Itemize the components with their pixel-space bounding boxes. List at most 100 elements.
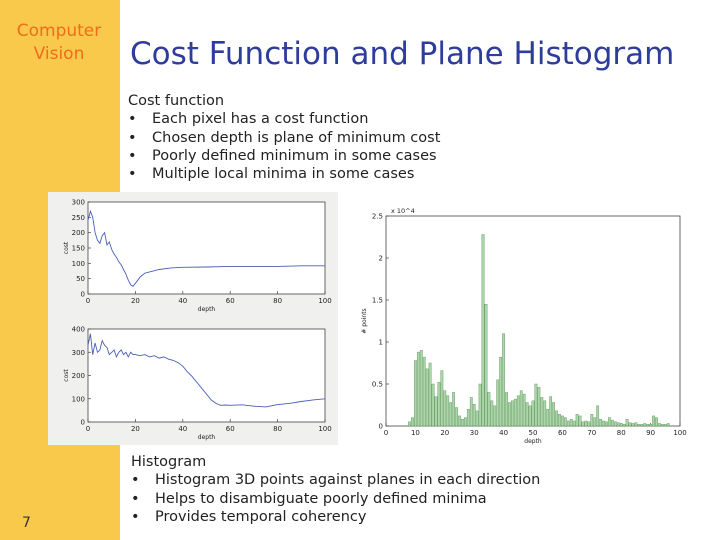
y-tick-label: 150 — [72, 245, 85, 253]
histogram-bar — [596, 405, 600, 427]
histogram-bar — [431, 383, 435, 427]
bullet-item: Chosen depth is plane of minimum cost — [128, 129, 440, 148]
histogram-bar — [575, 414, 579, 427]
histogram-bar — [625, 419, 629, 427]
histogram-bar — [434, 396, 438, 427]
x-tick-label: 100 — [318, 297, 331, 305]
histogram-bar — [605, 421, 608, 427]
histogram-bar — [519, 390, 523, 427]
histogram-bar — [437, 382, 441, 427]
histogram-section: Histogram Histogram 3D points against pl… — [131, 453, 540, 526]
histogram-bar — [475, 410, 479, 427]
x-tick-label: 40 — [178, 297, 187, 305]
y-axis-label: cost — [63, 241, 70, 254]
y-tick-label: 100 — [72, 395, 85, 403]
x-tick-label: 60 — [558, 429, 567, 437]
plot-area — [385, 215, 681, 427]
histogram-bar — [666, 423, 670, 427]
x-tick-label: 100 — [318, 425, 331, 433]
y-tick-label: 1.5 — [372, 297, 383, 305]
y-tick-label: 2.5 — [372, 213, 383, 221]
histogram-bar — [522, 393, 526, 427]
x-tick-label: 70 — [587, 429, 596, 437]
histogram-bar — [458, 415, 461, 427]
histogram-bar — [472, 403, 476, 427]
histogram-bar — [649, 424, 652, 427]
section-heading: Cost function — [128, 93, 225, 109]
histogram-bar — [411, 417, 414, 427]
y-tick-label: 0 — [379, 423, 383, 431]
y-tick-label: 300 — [72, 199, 85, 207]
y-tick-label: 250 — [72, 214, 85, 222]
bullet-item: Helps to disambiguate poorly defined min… — [131, 490, 540, 509]
histogram-bar — [540, 397, 544, 427]
histogram-bar — [419, 350, 423, 427]
histogram-bar — [416, 351, 420, 427]
bullet-item: Multiple local minima in some cases — [128, 165, 440, 184]
histogram-bar — [569, 419, 573, 427]
histogram-bar — [478, 383, 482, 427]
histogram-bar — [428, 362, 432, 427]
histogram-bar — [484, 303, 488, 427]
histogram-bar — [537, 387, 541, 427]
histogram-bar — [422, 356, 426, 427]
histogram-bar — [528, 405, 532, 427]
x-tick-label: 80 — [617, 429, 626, 437]
x-tick-label: 0 — [384, 429, 388, 437]
series-line — [87, 333, 326, 408]
histogram-bar — [622, 424, 626, 427]
histogram-bar — [446, 395, 450, 427]
histogram-bar — [555, 410, 558, 427]
histogram-bar — [558, 414, 561, 427]
bullet-item: Poorly defined minimum in some cases — [128, 147, 440, 166]
y-tick-label: 0 — [81, 419, 85, 427]
x-tick-label: 50 — [529, 429, 538, 437]
bullet-item: Each pixel has a cost function — [128, 110, 440, 129]
histogram-bar — [487, 392, 491, 427]
histogram-bar — [619, 423, 623, 427]
histogram-bar — [513, 398, 517, 427]
histogram-bar — [663, 424, 667, 427]
x-tick-label: 10 — [411, 429, 420, 437]
y-tick-label: 300 — [72, 349, 85, 357]
histogram-bar — [408, 421, 411, 427]
y-axis-label: cost — [63, 369, 70, 382]
y-tick-label: 50 — [76, 275, 85, 283]
cost-function-section: Cost function Each pixel has a cost func… — [128, 92, 440, 184]
x-tick-label: 40 — [499, 429, 508, 437]
bullet-item: Provides temporal coherency — [131, 508, 540, 527]
histogram-bar — [652, 415, 655, 427]
cost-chart-2: 0 20 40 60 80 100 0 100 200 300 400 depth cost — [48, 317, 338, 445]
histogram-bar — [414, 360, 417, 427]
histogram-bar — [637, 424, 641, 427]
y-tick-label: 2 — [379, 255, 383, 263]
x-tick-label: 0 — [86, 297, 90, 305]
histogram-bar — [613, 421, 617, 427]
plot-area — [87, 201, 326, 295]
slide-number: 7 — [22, 515, 31, 531]
histogram-bar — [552, 402, 555, 427]
histogram-bar — [452, 392, 455, 427]
x-tick-label: 20 — [131, 425, 140, 433]
y-tick-label: 400 — [72, 326, 85, 334]
histogram-bar — [549, 396, 553, 427]
histogram-bar — [496, 379, 500, 427]
y-tick-label: 100 — [72, 260, 85, 268]
histogram-bar — [440, 370, 444, 427]
histogram-bar — [611, 419, 614, 427]
histogram-bar — [425, 368, 429, 427]
histogram-bar — [572, 420, 576, 427]
histogram-bar — [590, 414, 594, 427]
y-tick-label: 1 — [379, 339, 383, 347]
histogram-bar — [646, 424, 650, 427]
x-tick-label: 20 — [131, 297, 140, 305]
histogram-bar — [587, 421, 591, 427]
histogram-bar — [643, 423, 647, 427]
histogram-bar — [628, 422, 632, 427]
histogram-bar — [469, 397, 473, 427]
histogram-bar — [502, 333, 505, 427]
histogram-bar — [608, 417, 611, 427]
histogram-bar — [499, 356, 503, 427]
x-tick-label: 90 — [646, 429, 655, 437]
x-tick-label: 80 — [273, 297, 282, 305]
